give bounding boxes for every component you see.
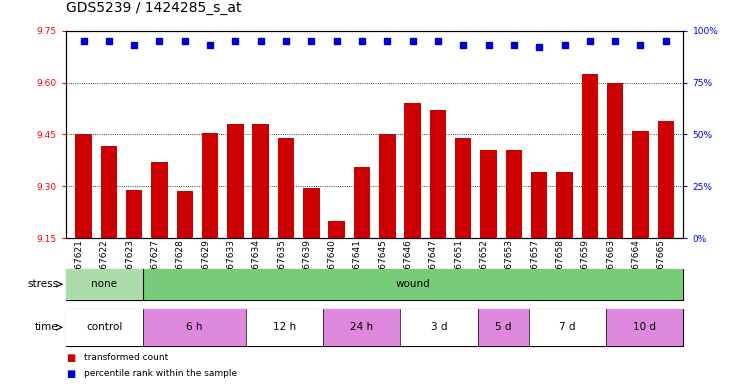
Text: 7 d: 7 d [559, 322, 576, 333]
Text: 6 h: 6 h [186, 322, 202, 333]
Bar [328, 221, 345, 238]
Bar [480, 150, 497, 238]
Text: 3 d: 3 d [431, 322, 447, 333]
Bar [455, 138, 471, 238]
Bar [658, 121, 674, 238]
Text: 5 d: 5 d [495, 322, 512, 333]
Bar [66, 269, 143, 300]
Text: wound: wound [396, 279, 431, 289]
Text: GDS5239 / 1424285_s_at: GDS5239 / 1424285_s_at [66, 2, 241, 15]
Bar [202, 132, 219, 238]
Bar [143, 269, 683, 300]
Text: percentile rank within the sample: percentile rank within the sample [84, 369, 237, 377]
Bar [401, 309, 477, 346]
Bar [66, 309, 143, 346]
Bar [303, 188, 319, 238]
Bar [506, 150, 522, 238]
Bar [143, 309, 246, 346]
Bar [531, 172, 548, 238]
Bar [246, 309, 323, 346]
Bar [404, 103, 421, 238]
Bar [126, 190, 143, 238]
Bar [582, 74, 598, 238]
Bar [227, 124, 243, 238]
Text: 24 h: 24 h [350, 322, 374, 333]
Bar [529, 309, 606, 346]
Bar [430, 110, 446, 238]
Text: transformed count: transformed count [84, 353, 168, 362]
Bar [607, 83, 624, 238]
Text: time: time [34, 322, 58, 333]
Bar [477, 309, 529, 346]
Bar [252, 124, 269, 238]
Bar [323, 309, 401, 346]
Bar [278, 138, 295, 238]
Bar [151, 162, 167, 238]
Text: 12 h: 12 h [273, 322, 296, 333]
Bar [101, 146, 117, 238]
Text: stress: stress [27, 279, 58, 289]
Bar [606, 309, 683, 346]
Text: control: control [86, 322, 123, 333]
Bar [556, 172, 572, 238]
Text: none: none [91, 279, 118, 289]
Bar [177, 191, 193, 238]
Bar [354, 167, 370, 238]
Text: ■: ■ [66, 353, 75, 363]
Text: 10 d: 10 d [633, 322, 656, 333]
Bar [75, 134, 91, 238]
Bar [632, 131, 648, 238]
Text: ■: ■ [66, 369, 75, 379]
Bar [379, 134, 395, 238]
